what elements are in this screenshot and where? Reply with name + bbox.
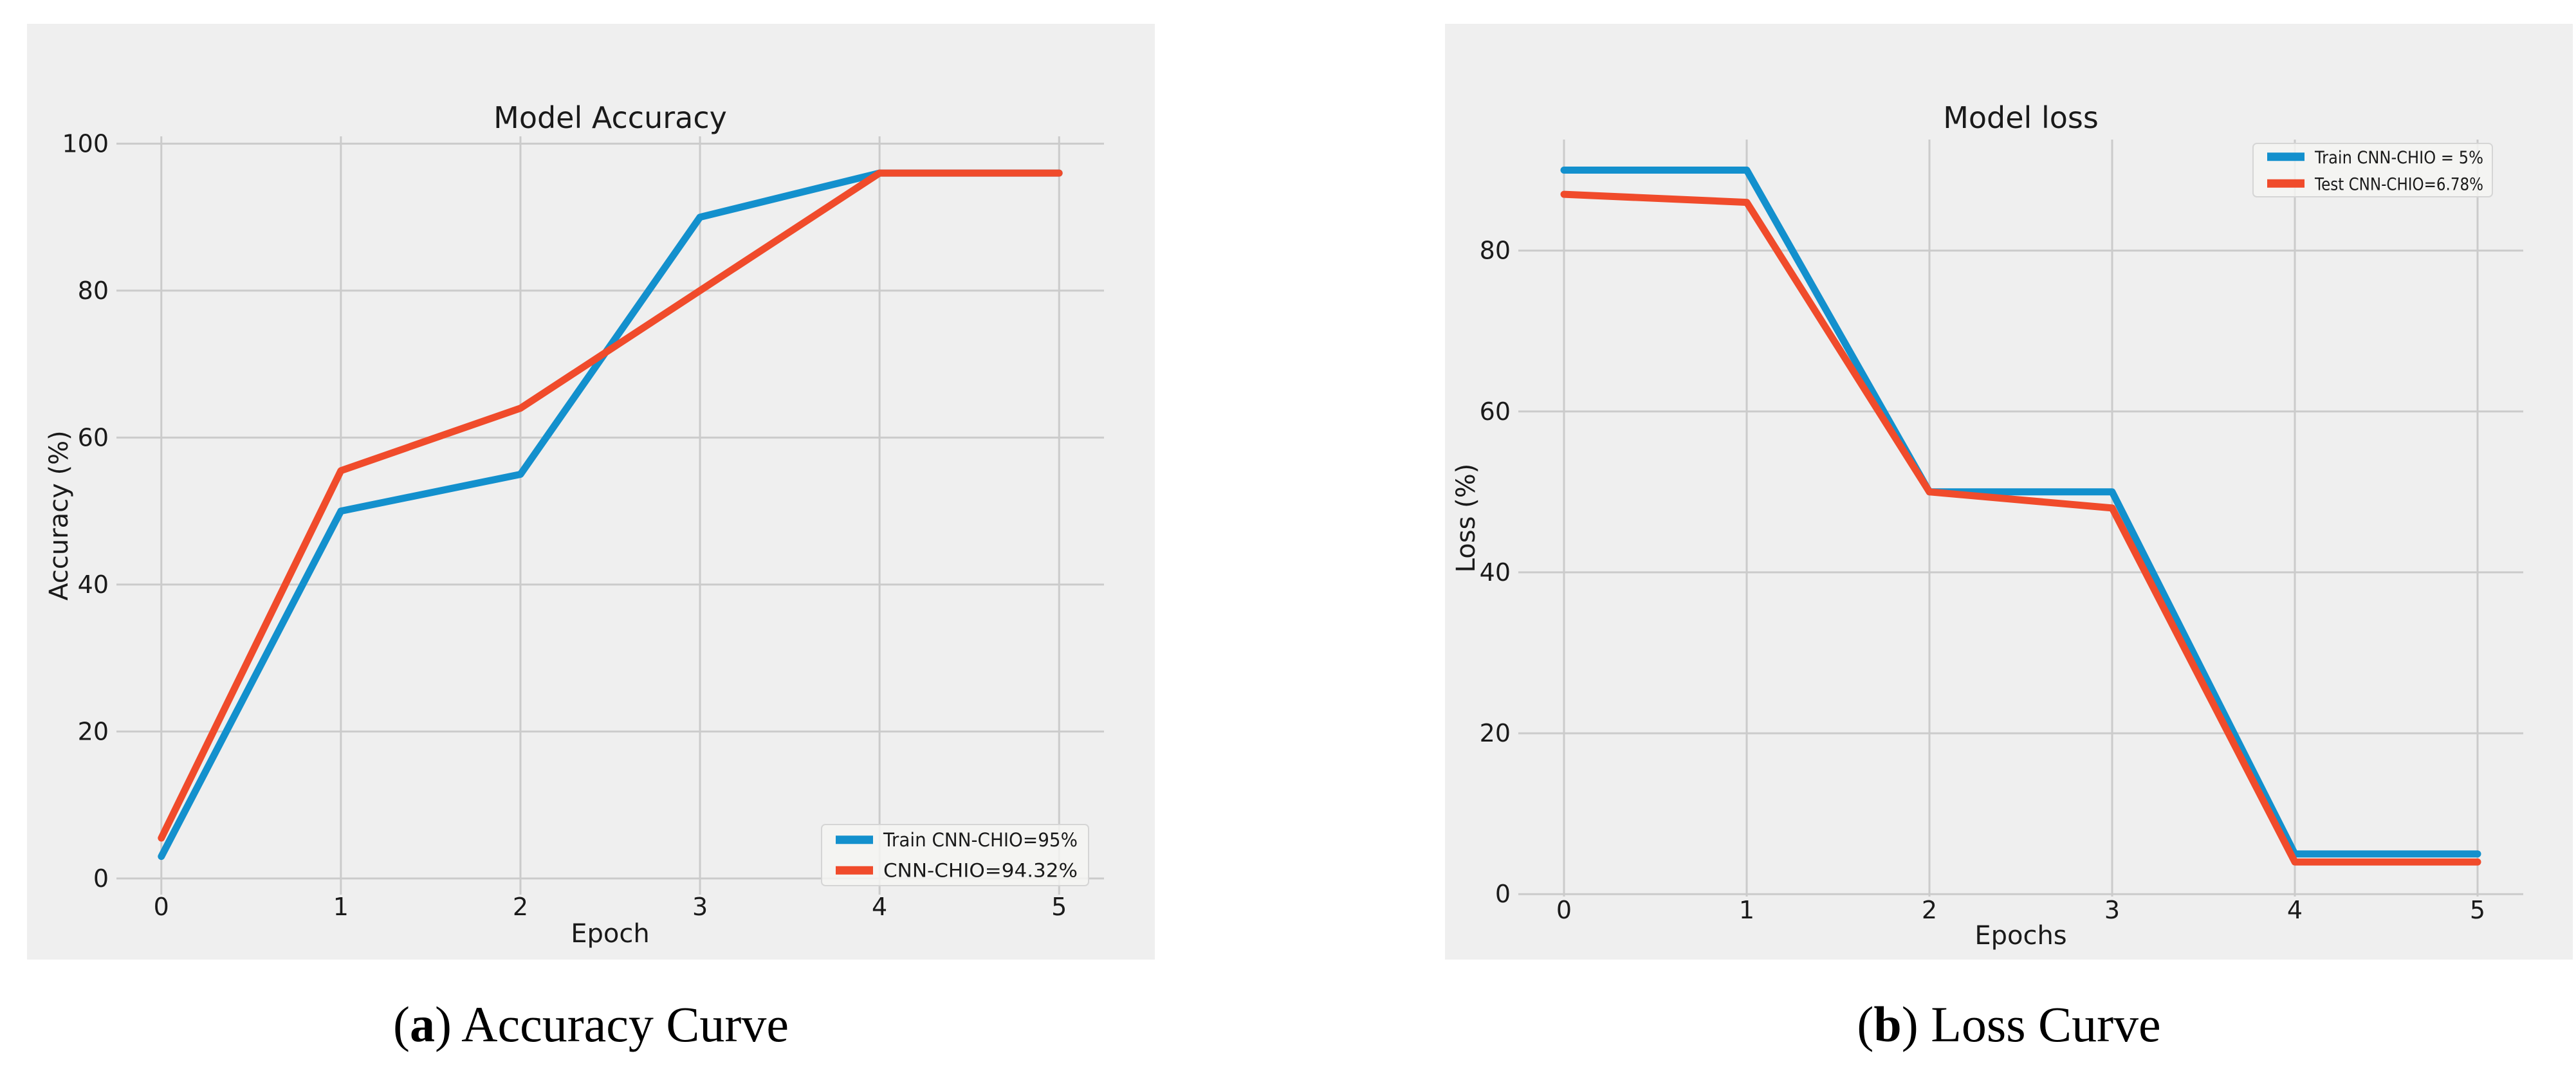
y-tick-label: 60 <box>1480 397 1511 426</box>
caption-b-open: ( <box>1857 996 1874 1052</box>
caption-loss: (b) Loss Curve <box>1445 996 2573 1053</box>
x-tick-label: 0 <box>154 893 169 921</box>
y-tick-label: 0 <box>93 864 109 893</box>
y-tick-label: 80 <box>1480 237 1511 265</box>
x-axis-label: Epochs <box>1974 921 2066 951</box>
x-tick-label: 5 <box>1051 893 1067 921</box>
series-line <box>158 169 1063 842</box>
x-tick-label: 4 <box>2287 896 2303 924</box>
legend-label: CNN-CHIO=94.32% <box>883 859 1078 881</box>
y-tick-label: 100 <box>62 129 109 158</box>
series-line <box>158 169 1063 861</box>
accuracy-chart: 0 1 2 3 4 5 0 20 40 60 80 100 Model Accuracy Epoch Acc… <box>44 100 1104 949</box>
x-tick-label: 4 <box>872 893 887 921</box>
y-axis-label: Loss (%) <box>1451 464 1481 573</box>
x-tick-label: 3 <box>2104 896 2120 924</box>
legend-label: Train CNN-CHIO=95% <box>883 829 1078 851</box>
accuracy-chart-panel: 0 1 2 3 4 5 0 20 40 60 80 100 Model Accuracy Epoch Acc… <box>27 24 1155 960</box>
x-tick-label: 1 <box>1739 896 1754 924</box>
caption-b-text: Loss Curve <box>1931 996 2161 1052</box>
series-line <box>1560 190 2481 866</box>
legend-box <box>2252 143 2493 197</box>
loss-chart-panel: 0 1 2 3 4 5 0 20 40 60 80 Model loss Epochs Loss (%) T… <box>1445 24 2573 960</box>
y-tick-label: 40 <box>78 570 109 599</box>
series-line <box>1560 167 2481 858</box>
x-tick-label: 1 <box>333 893 349 921</box>
x-tick-label: 2 <box>1922 896 1937 924</box>
caption-a-close: ) <box>434 996 462 1052</box>
chart-title: Model Accuracy <box>493 100 727 135</box>
x-axis-label: Epoch <box>571 919 649 949</box>
y-tick-label: 20 <box>1480 719 1511 747</box>
y-tick-label: 40 <box>1480 558 1511 587</box>
legend-label: Test CNN-CHIO=6.78% <box>2314 174 2483 194</box>
caption-a-label: a <box>409 996 435 1052</box>
x-tick-label: 3 <box>692 893 708 921</box>
caption-accuracy: (a) Accuracy Curve <box>27 996 1155 1053</box>
caption-b-close: ) <box>1901 996 1931 1052</box>
caption-a-open: ( <box>392 996 410 1052</box>
chart-title: Model loss <box>1943 100 2099 135</box>
legend-box <box>821 824 1089 886</box>
legend-label: Train CNN-CHIO = 5% <box>2314 148 2483 168</box>
y-tick-label: 60 <box>78 423 109 451</box>
x-tick-label: 0 <box>1556 896 1572 924</box>
y-tick-label: 80 <box>78 277 109 305</box>
y-axis-label: Accuracy (%) <box>44 430 74 601</box>
y-tick-label: 0 <box>1495 880 1511 908</box>
caption-a-text: Accuracy Curve <box>461 996 789 1052</box>
loss-chart: 0 1 2 3 4 5 0 20 40 60 80 Model loss Epochs Loss (%) T… <box>1451 100 2523 951</box>
x-tick-label: 2 <box>513 893 528 921</box>
x-tick-label: 5 <box>2470 896 2485 924</box>
y-tick-label: 20 <box>78 717 109 745</box>
caption-b-label: b <box>1873 996 1902 1052</box>
